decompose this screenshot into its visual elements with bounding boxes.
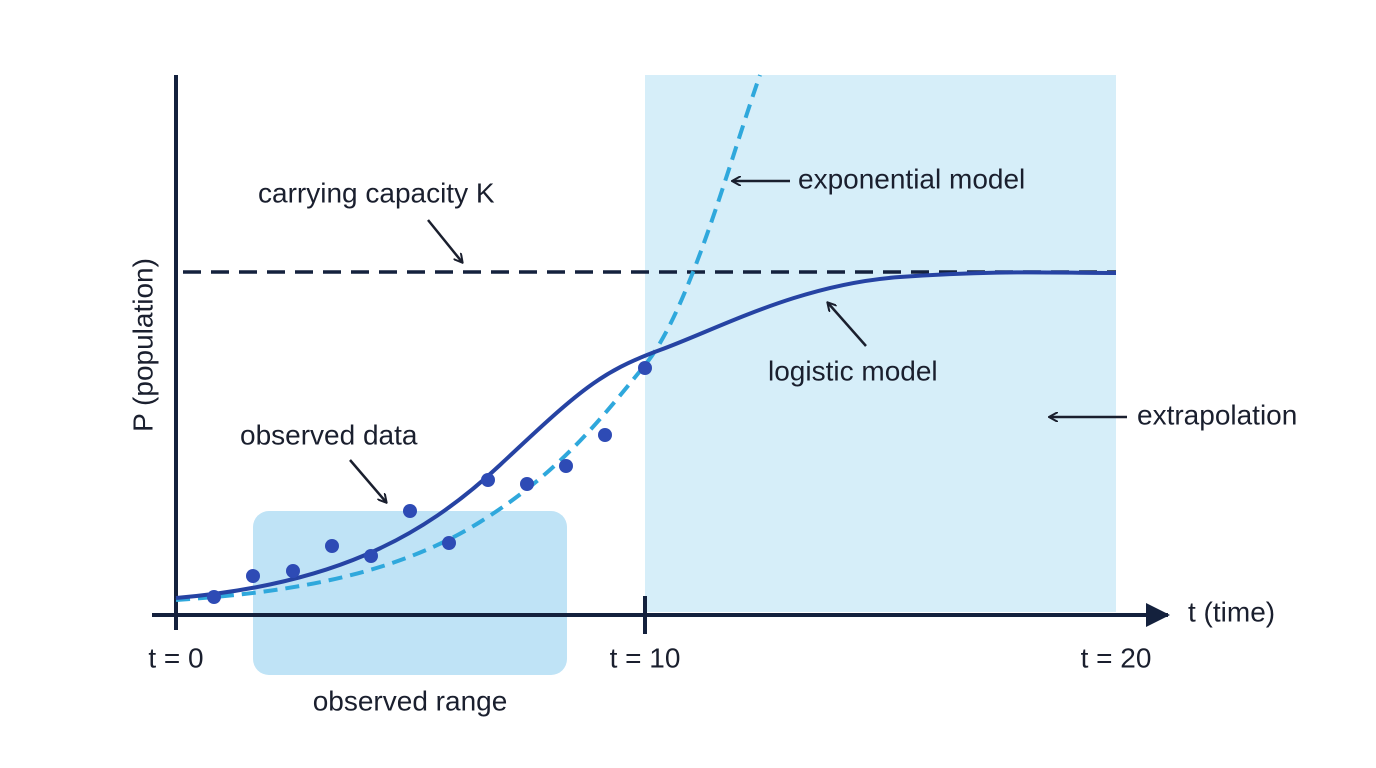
observed-points — [207, 361, 652, 604]
x-axis-label: t (time) — [1188, 596, 1275, 627]
extrapolation-region — [645, 75, 1116, 612]
point — [325, 539, 339, 553]
exponential-curve — [175, 74, 762, 602]
point — [520, 477, 534, 491]
point — [598, 428, 612, 442]
annotation: exponential model — [798, 163, 1025, 194]
x-mark-label: t = 0 — [148, 642, 203, 673]
point — [246, 569, 260, 583]
point — [442, 536, 456, 550]
point — [638, 361, 652, 375]
x-mark-label: t = 10 — [610, 642, 681, 673]
annotation: observed data — [240, 419, 418, 450]
arrow — [349, 459, 386, 502]
point — [207, 590, 221, 604]
y-axis-label: P (population) — [127, 258, 158, 432]
point — [403, 504, 417, 518]
point — [286, 564, 300, 578]
point — [481, 473, 495, 487]
arrow — [828, 303, 867, 347]
observed-range-box — [253, 511, 567, 675]
point — [364, 549, 378, 563]
logistic-curve — [175, 270, 1117, 600]
point — [559, 459, 573, 473]
x-mark-label: t = 20 — [1081, 642, 1152, 673]
annotation: observed range — [313, 685, 508, 716]
annotation: extrapolation — [1137, 399, 1297, 430]
arrow — [427, 219, 462, 262]
annotation: carrying capacity K — [258, 177, 495, 208]
annotation: logistic model — [768, 355, 938, 386]
